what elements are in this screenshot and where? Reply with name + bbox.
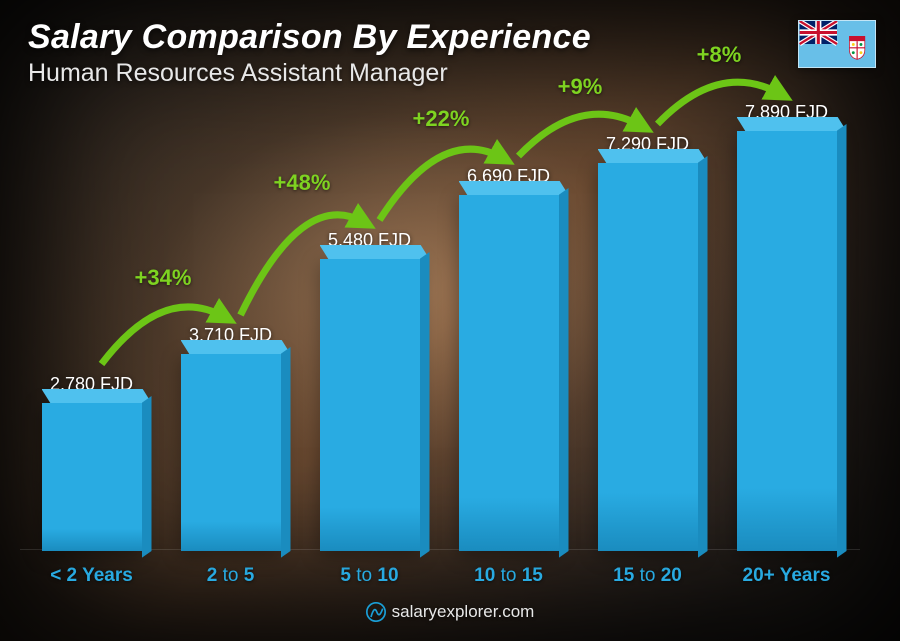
bar-group: 7,890 FJD20+ Years (723, 102, 850, 587)
brand-logo-icon (366, 602, 386, 622)
bar-side (559, 188, 569, 558)
chart-title: Salary Comparison By Experience (28, 18, 591, 57)
bar-front (181, 354, 281, 551)
bar-front (459, 195, 559, 551)
chart-subtitle: Human Resources Assistant Manager (28, 59, 591, 88)
bar-cap (42, 389, 152, 403)
bar-cap (598, 149, 708, 163)
bar (737, 131, 837, 551)
bar (42, 403, 142, 551)
bar (181, 354, 281, 551)
bar-side (698, 156, 708, 558)
bar-cap (737, 117, 847, 131)
bar-x-label: < 2 Years (50, 565, 133, 587)
bar-side (142, 396, 152, 558)
bar-front (737, 131, 837, 551)
bar-side (420, 252, 430, 558)
brand: salaryexplorer.com (366, 602, 535, 622)
bar-group: 3,710 FJD2 to 5 (167, 325, 294, 587)
bar-cap (459, 181, 569, 195)
bar-front (320, 259, 420, 551)
bar-front (598, 163, 698, 551)
bar-side (837, 124, 847, 558)
bar (598, 163, 698, 551)
bar-side (281, 347, 291, 558)
bar-group: 5,480 FJD5 to 10 (306, 230, 433, 587)
bar-x-label: 15 to 20 (613, 565, 682, 587)
bar-x-label: 20+ Years (743, 565, 831, 587)
bar-x-label: 5 to 10 (340, 565, 398, 587)
brand-text: salaryexplorer.com (392, 602, 535, 622)
bar-cap (320, 245, 430, 259)
bar (459, 195, 559, 551)
bar-chart: 2,780 FJD< 2 Years3,710 FJD2 to 55,480 F… (28, 107, 850, 587)
header: Salary Comparison By Experience Human Re… (28, 18, 591, 88)
bar-cap (181, 340, 291, 354)
bar-front (42, 403, 142, 551)
bar-group: 7,290 FJD15 to 20 (584, 134, 711, 587)
bar-x-label: 2 to 5 (207, 565, 255, 587)
bar (320, 259, 420, 551)
bar-group: 6,690 FJD10 to 15 (445, 166, 572, 587)
country-flag-fiji (798, 20, 876, 68)
bar-x-label: 10 to 15 (474, 565, 543, 587)
footer: salaryexplorer.com (0, 602, 900, 627)
bar-group: 2,780 FJD< 2 Years (28, 374, 155, 587)
